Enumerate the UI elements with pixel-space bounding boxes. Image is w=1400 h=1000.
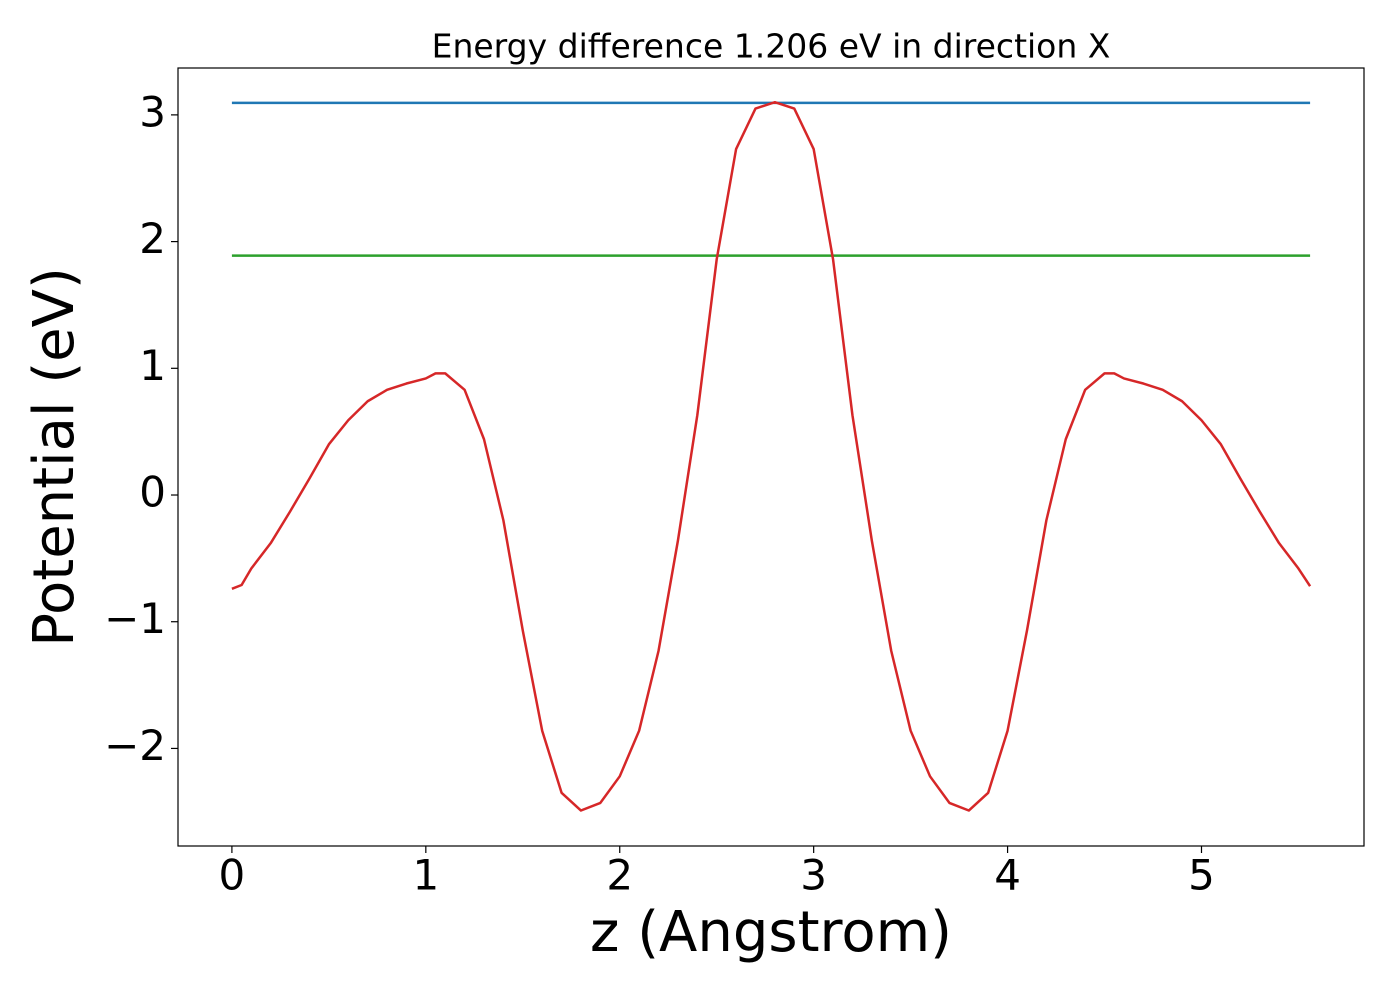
x-tick-label: 5 [1188, 851, 1215, 900]
x-tick-label: 2 [606, 851, 633, 900]
x-axis-label: z (Angstrom) [590, 900, 952, 965]
y-tick-label: 3 [139, 87, 166, 136]
plot-frame [177, 67, 1365, 847]
y-tick-label: −1 [104, 594, 166, 643]
x-tick-label: 4 [994, 851, 1021, 900]
x-tick-label: 3 [800, 851, 827, 900]
y-tick-label: 1 [139, 341, 166, 390]
chart-title: Energy difference 1.206 eV in direction … [432, 27, 1111, 66]
line-series [231, 100, 1312, 812]
x-tick-label: 0 [219, 851, 246, 900]
y-tick-label: 2 [139, 214, 166, 263]
y-tick-label: 0 [139, 468, 166, 517]
y-axis-label: Potential (eV) [22, 267, 87, 647]
x-tick-label: 1 [412, 851, 439, 900]
y-tick-label: −2 [104, 721, 166, 770]
